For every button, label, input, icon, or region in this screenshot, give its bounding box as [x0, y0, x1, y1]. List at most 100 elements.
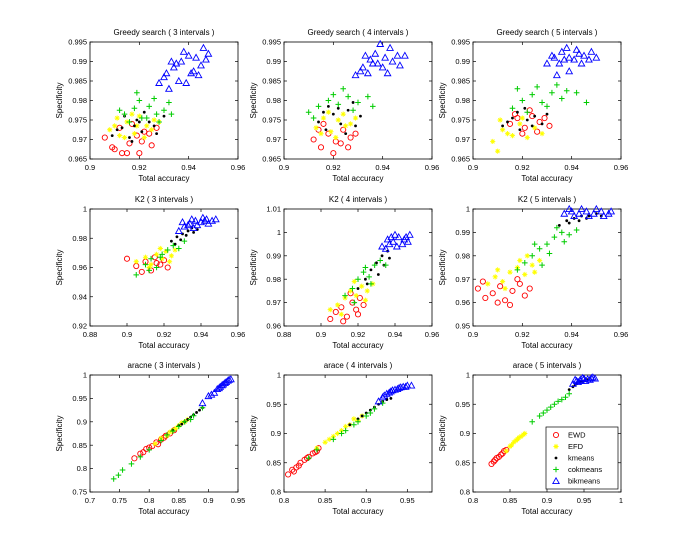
y-tick-label: 0.97	[455, 275, 470, 284]
y-tick-label: 0.95	[455, 400, 470, 409]
series-cokmeans	[342, 257, 389, 306]
data-point	[146, 447, 152, 453]
data-point	[497, 117, 503, 123]
data-point	[331, 112, 335, 116]
data-point	[376, 39, 385, 47]
data-point	[320, 120, 327, 127]
data-point	[371, 262, 378, 268]
data-point	[327, 315, 334, 323]
data-point	[492, 456, 499, 463]
data-point	[550, 53, 559, 61]
series-kmeans	[356, 249, 391, 290]
data-point	[140, 130, 144, 134]
data-point	[360, 414, 364, 418]
data-point	[345, 93, 351, 100]
series-bikmeans	[568, 373, 600, 387]
data-point	[519, 97, 526, 104]
y-tick-label: 0.96	[455, 298, 470, 307]
data-point	[536, 245, 543, 252]
data-point	[330, 433, 336, 440]
data-point	[388, 57, 397, 65]
data-point	[371, 49, 380, 57]
series-kmeans	[110, 110, 166, 143]
data-point	[153, 124, 160, 131]
data-point	[143, 115, 150, 121]
data-point	[151, 95, 157, 102]
series-bikmeans	[374, 381, 416, 405]
data-point	[126, 119, 133, 125]
data-point	[367, 410, 374, 416]
data-point	[173, 242, 177, 246]
data-point	[101, 134, 108, 141]
x-axis-label: Total accuracy	[332, 174, 383, 183]
x-tick-label: 0.95	[231, 496, 246, 505]
data-point	[536, 413, 543, 419]
series-EWD	[285, 445, 322, 478]
data-point	[577, 204, 586, 213]
data-point	[166, 259, 173, 265]
data-point	[373, 59, 382, 67]
data-point	[198, 398, 207, 407]
data-point	[391, 230, 399, 238]
x-tick-label: 0.96	[425, 330, 440, 339]
data-point	[525, 118, 529, 122]
plot-area	[472, 41, 622, 160]
data-point	[207, 390, 216, 398]
data-point	[400, 51, 409, 59]
data-point	[517, 121, 523, 127]
data-point	[119, 467, 126, 473]
data-point	[577, 219, 581, 223]
data-point	[332, 308, 339, 316]
data-point	[529, 91, 535, 98]
data-point	[360, 269, 367, 275]
y-tick-label: 0.9	[77, 417, 87, 426]
data-point	[305, 455, 312, 461]
data-point	[359, 283, 365, 289]
data-point	[117, 133, 123, 139]
data-point	[134, 123, 140, 129]
series-bikmeans	[543, 43, 601, 79]
data-point	[156, 119, 162, 125]
data-point	[393, 51, 402, 59]
data-point	[121, 111, 128, 117]
data-point	[549, 89, 555, 96]
data-point	[130, 140, 134, 143]
data-point	[573, 89, 580, 96]
data-point	[176, 245, 182, 252]
series-bikmeans	[198, 375, 235, 407]
data-point	[225, 375, 234, 383]
x-tick-label: 0.96	[231, 163, 246, 172]
data-point	[574, 377, 583, 386]
y-tick-label: 0.975	[451, 116, 470, 125]
x-tick-label: 0.9	[361, 496, 371, 505]
data-point	[342, 427, 349, 434]
data-point	[523, 106, 527, 110]
data-point	[110, 134, 114, 138]
x-axis-label: Total accuracy	[332, 341, 383, 350]
series-kmeans	[317, 101, 362, 136]
data-point	[530, 124, 534, 128]
data-point	[544, 241, 550, 247]
data-point	[192, 231, 196, 234]
data-point	[507, 269, 513, 275]
data-point	[142, 261, 149, 268]
data-point	[187, 416, 194, 423]
data-point	[184, 220, 193, 229]
data-point	[401, 382, 410, 390]
data-point	[340, 86, 346, 92]
y-tick-label: 0.995	[68, 38, 87, 47]
data-point	[532, 269, 538, 275]
x-tick-label: 0.96	[425, 163, 440, 172]
x-tick-label: 0.92	[515, 163, 530, 172]
data-point	[148, 261, 154, 268]
data-point	[160, 257, 168, 264]
data-point	[342, 292, 348, 299]
data-point	[502, 285, 508, 292]
data-point	[380, 254, 384, 258]
y-tick-label: 0.8	[271, 488, 281, 497]
data-point	[364, 277, 367, 281]
data-point	[389, 237, 398, 245]
data-point	[181, 238, 188, 244]
data-point	[128, 461, 135, 467]
data-point	[115, 472, 122, 478]
